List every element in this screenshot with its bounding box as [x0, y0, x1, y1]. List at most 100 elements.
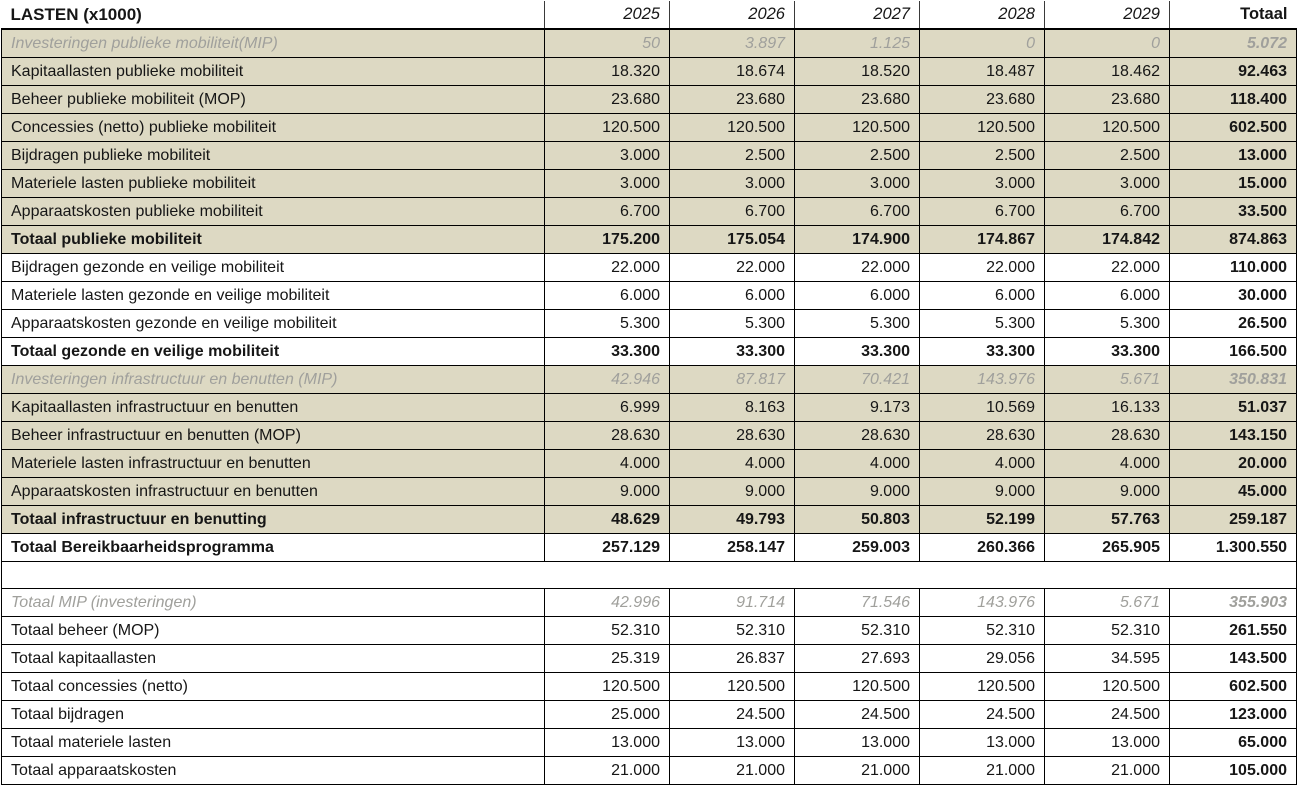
cell-year-2029: 34.595	[1044, 644, 1170, 673]
cell-year-2025: 33.300	[544, 337, 670, 366]
table-row: Materiele lasten infrastructuur en benut…	[1, 449, 1297, 478]
column-header-2028: 2028	[919, 1, 1045, 30]
cell-year-2027: 120.500	[794, 672, 920, 701]
cell-year-2027: 27.693	[794, 644, 920, 673]
table-row: Materiele lasten publieke mobiliteit 3.00…	[1, 169, 1297, 198]
row-label: Materiele lasten gezonde en veilige mobi…	[1, 281, 545, 310]
cell-totaal: 166.500	[1169, 337, 1297, 366]
cell-year-2026: 21.000	[669, 756, 795, 785]
row-label: Investeringen publieke mobiliteit(MIP)	[1, 28, 545, 58]
cell-totaal: 33.500	[1169, 197, 1297, 226]
cell-totaal: 355.903	[1169, 588, 1297, 617]
cell-year-2029: 52.310	[1044, 616, 1170, 645]
cell-year-2025: 9.000	[544, 477, 670, 506]
row-label: Kapitaallasten publieke mobiliteit	[1, 57, 545, 86]
cell-year-2027: 3.000	[794, 169, 920, 198]
cell-year-2027: 33.300	[794, 337, 920, 366]
cell-year-2025: 42.996	[544, 588, 670, 617]
row-label: Totaal bijdragen	[1, 700, 545, 729]
cell-totaal: 143.150	[1169, 421, 1297, 450]
table-row: Totaal apparaatskosten 21.000 21.000 21.000…	[1, 756, 1297, 785]
cell-year-2026: 49.793	[669, 505, 795, 534]
cell-totaal: 118.400	[1169, 85, 1297, 114]
column-header-2029: 2029	[1044, 1, 1170, 30]
cell-year-2028: 120.500	[919, 113, 1045, 142]
table-body: Investeringen publieke mobiliteit(MIP) 50…	[1, 28, 1297, 785]
cell-year-2026: 33.300	[669, 337, 795, 366]
cell-year-2028: 28.630	[919, 421, 1045, 450]
cell-totaal: 874.863	[1169, 225, 1297, 254]
table-row: Totaal Bereikbaarheidsprogramma 257.129 25…	[1, 533, 1297, 562]
cell-year-2026: 258.147	[669, 533, 795, 562]
table-row: Bijdragen publieke mobiliteit 3.000 2.500 2…	[1, 141, 1297, 170]
table-row: Totaal kapitaallasten 25.319 26.837 27.693 2…	[1, 644, 1297, 673]
table-title: LASTEN (x1000)	[1, 1, 545, 30]
table-row: Totaal gezonde en veilige mobiliteit 33.3…	[1, 337, 1297, 366]
cell-year-2028: 33.300	[919, 337, 1045, 366]
cell-year-2026: 26.837	[669, 644, 795, 673]
cell-year-2026: 8.163	[669, 393, 795, 422]
table-row: Materiele lasten gezonde en veilige mobi…	[1, 281, 1297, 310]
cell-year-2028: 143.976	[919, 365, 1045, 394]
cell-year-2029: 23.680	[1044, 85, 1170, 114]
column-header-2025: 2025	[544, 1, 670, 30]
cell-year-2026: 23.680	[669, 85, 795, 114]
cell-totaal: 259.187	[1169, 505, 1297, 534]
cell-year-2029: 6.700	[1044, 197, 1170, 226]
cell-year-2026: 6.000	[669, 281, 795, 310]
cell-year-2027: 21.000	[794, 756, 920, 785]
cell-year-2029: 21.000	[1044, 756, 1170, 785]
row-label: Totaal apparaatskosten	[1, 756, 545, 785]
row-label: Beheer infrastructuur en benutten (MOP)	[1, 421, 545, 450]
table-row: Apparaatskosten gezonde en veilige mobil…	[1, 309, 1297, 338]
cell-year-2028: 52.199	[919, 505, 1045, 534]
cell-year-2027: 24.500	[794, 700, 920, 729]
cell-year-2026: 18.674	[669, 57, 795, 86]
cell-year-2026: 22.000	[669, 253, 795, 282]
row-label: Investeringen infrastructuur en benutten…	[1, 365, 545, 394]
cell-year-2029: 5.300	[1044, 309, 1170, 338]
cell-year-2026: 91.714	[669, 588, 795, 617]
cell-year-2027: 4.000	[794, 449, 920, 478]
cell-year-2027: 2.500	[794, 141, 920, 170]
table-row: Totaal publieke mobiliteit 175.200 175.054…	[1, 225, 1297, 254]
cell-year-2027: 120.500	[794, 113, 920, 142]
cell-year-2025: 42.946	[544, 365, 670, 394]
cell-year-2029: 0	[1044, 28, 1170, 58]
cell-totaal: 92.463	[1169, 57, 1297, 86]
cell-year-2027: 71.546	[794, 588, 920, 617]
row-label: Totaal beheer (MOP)	[1, 616, 545, 645]
cell-year-2029: 16.133	[1044, 393, 1170, 422]
cell-year-2029: 174.842	[1044, 225, 1170, 254]
table-row: Totaal bijdragen 25.000 24.500 24.500 24.500…	[1, 700, 1297, 729]
cell-totaal: 143.500	[1169, 644, 1297, 673]
row-label: Apparaatskosten publieke mobiliteit	[1, 197, 545, 226]
cell-year-2029: 120.500	[1044, 672, 1170, 701]
cell-year-2027: 70.421	[794, 365, 920, 394]
cell-totaal: 261.550	[1169, 616, 1297, 645]
cell-year-2026: 5.300	[669, 309, 795, 338]
table-row: Totaal concessies (netto) 120.500 120.500 1…	[1, 672, 1297, 701]
cell-totaal: 13.000	[1169, 141, 1297, 170]
row-label: Apparaatskosten gezonde en veilige mobil…	[1, 309, 545, 338]
cell-totaal: 602.500	[1169, 113, 1297, 142]
cell-year-2028: 9.000	[919, 477, 1045, 506]
cell-totaal: 15.000	[1169, 169, 1297, 198]
row-label: Apparaatskosten infrastructuur en benutt…	[1, 477, 545, 506]
cell-year-2026: 9.000	[669, 477, 795, 506]
cell-year-2028: 21.000	[919, 756, 1045, 785]
cell-year-2028: 3.000	[919, 169, 1045, 198]
cell-year-2029: 3.000	[1044, 169, 1170, 198]
cell-year-2025: 4.000	[544, 449, 670, 478]
cell-year-2028: 174.867	[919, 225, 1045, 254]
cell-year-2029: 57.763	[1044, 505, 1170, 534]
cell-year-2028: 22.000	[919, 253, 1045, 282]
cell-year-2027: 28.630	[794, 421, 920, 450]
table-row: Apparaatskosten infrastructuur en benutt…	[1, 477, 1297, 506]
row-label: Totaal materiele lasten	[1, 728, 545, 757]
cell-year-2025: 23.680	[544, 85, 670, 114]
cell-year-2025: 50	[544, 28, 670, 58]
cell-year-2026: 3.000	[669, 169, 795, 198]
